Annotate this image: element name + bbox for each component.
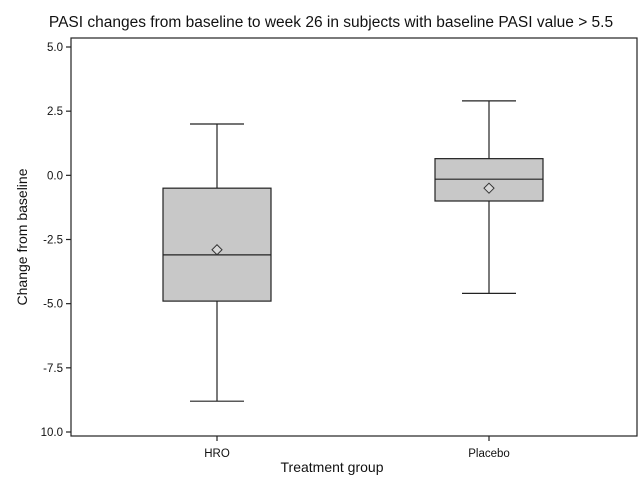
- x-tick-label: Placebo: [468, 448, 510, 460]
- x-tick-label: HRO: [204, 448, 230, 460]
- x-axis: HRO Placebo: [204, 436, 510, 460]
- y-tick-label: -7.5: [43, 363, 63, 375]
- mean-marker: [211, 244, 223, 256]
- x-axis-label: Treatment group: [281, 459, 384, 475]
- y-axis: 5.0 2.5 0.0 -2.5 -5.0 -7.5 10.0: [41, 42, 71, 439]
- y-tick-label: 2.5: [47, 106, 63, 118]
- y-axis-label: Change from baseline: [14, 168, 30, 305]
- chart-title: PASI changes from baseline to week 26 in…: [49, 14, 613, 31]
- box-series: [162, 100, 544, 402]
- y-tick-label: -5.0: [43, 299, 63, 311]
- plot-area: [70, 37, 638, 437]
- y-tick-label: -2.5: [43, 235, 63, 247]
- y-tick-label: 0.0: [47, 170, 63, 182]
- interquartile-box: [434, 158, 544, 202]
- y-tick-label: 5.0: [47, 42, 63, 54]
- box-hro: [162, 123, 272, 402]
- mean-marker: [483, 182, 495, 194]
- box-placebo: [434, 100, 544, 294]
- y-tick-label: 10.0: [41, 427, 63, 439]
